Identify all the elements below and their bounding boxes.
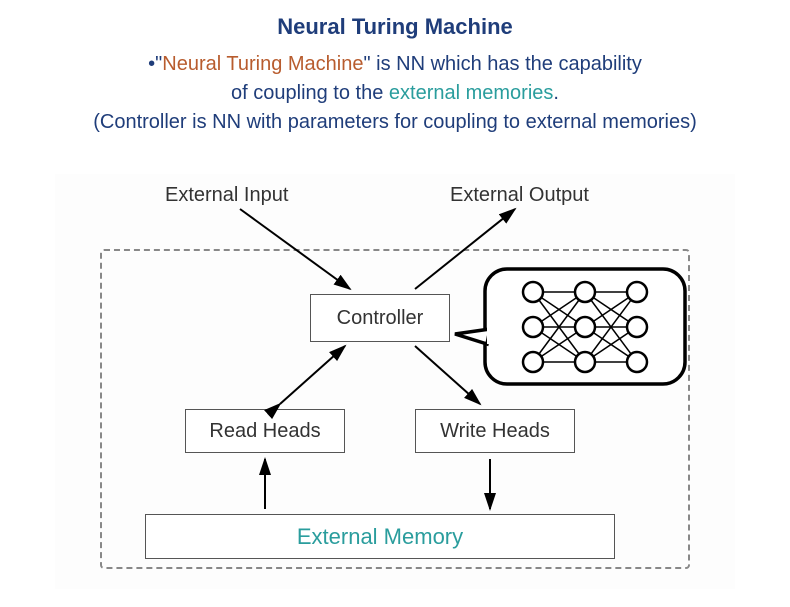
line1-rest: is NN which has the capability (371, 53, 642, 75)
desc-line1: •"Neural Turing Machine" is NN which has… (0, 50, 790, 79)
read-heads-label: Read Heads (209, 420, 320, 443)
description: •"Neural Turing Machine" is NN which has… (0, 50, 790, 137)
controller-node: Controller (310, 294, 450, 342)
line2-pre: of coupling to the (231, 82, 389, 104)
page-title: Neural Turing Machine (0, 14, 790, 40)
title-text: Neural Turing Machine (277, 14, 513, 39)
external-input-label: External Input (165, 184, 288, 207)
external-memory-node: External Memory (145, 514, 615, 559)
external-output-label: External Output (450, 184, 589, 207)
desc-line3: (Controller is NN with parameters for co… (0, 108, 790, 137)
line2-post: . (553, 82, 559, 104)
highlight: external memories (389, 82, 554, 104)
external-memory-label: External Memory (297, 524, 463, 550)
diagram-area: External Input External Output Controlle… (55, 174, 735, 589)
write-heads-label: Write Heads (440, 420, 550, 443)
term: Neural Turing Machine (162, 53, 363, 75)
quote-close: " (364, 53, 371, 75)
read-heads-node: Read Heads (185, 409, 345, 453)
desc-line2: of coupling to the external memories. (0, 79, 790, 108)
controller-label: Controller (337, 307, 424, 330)
write-heads-node: Write Heads (415, 409, 575, 453)
